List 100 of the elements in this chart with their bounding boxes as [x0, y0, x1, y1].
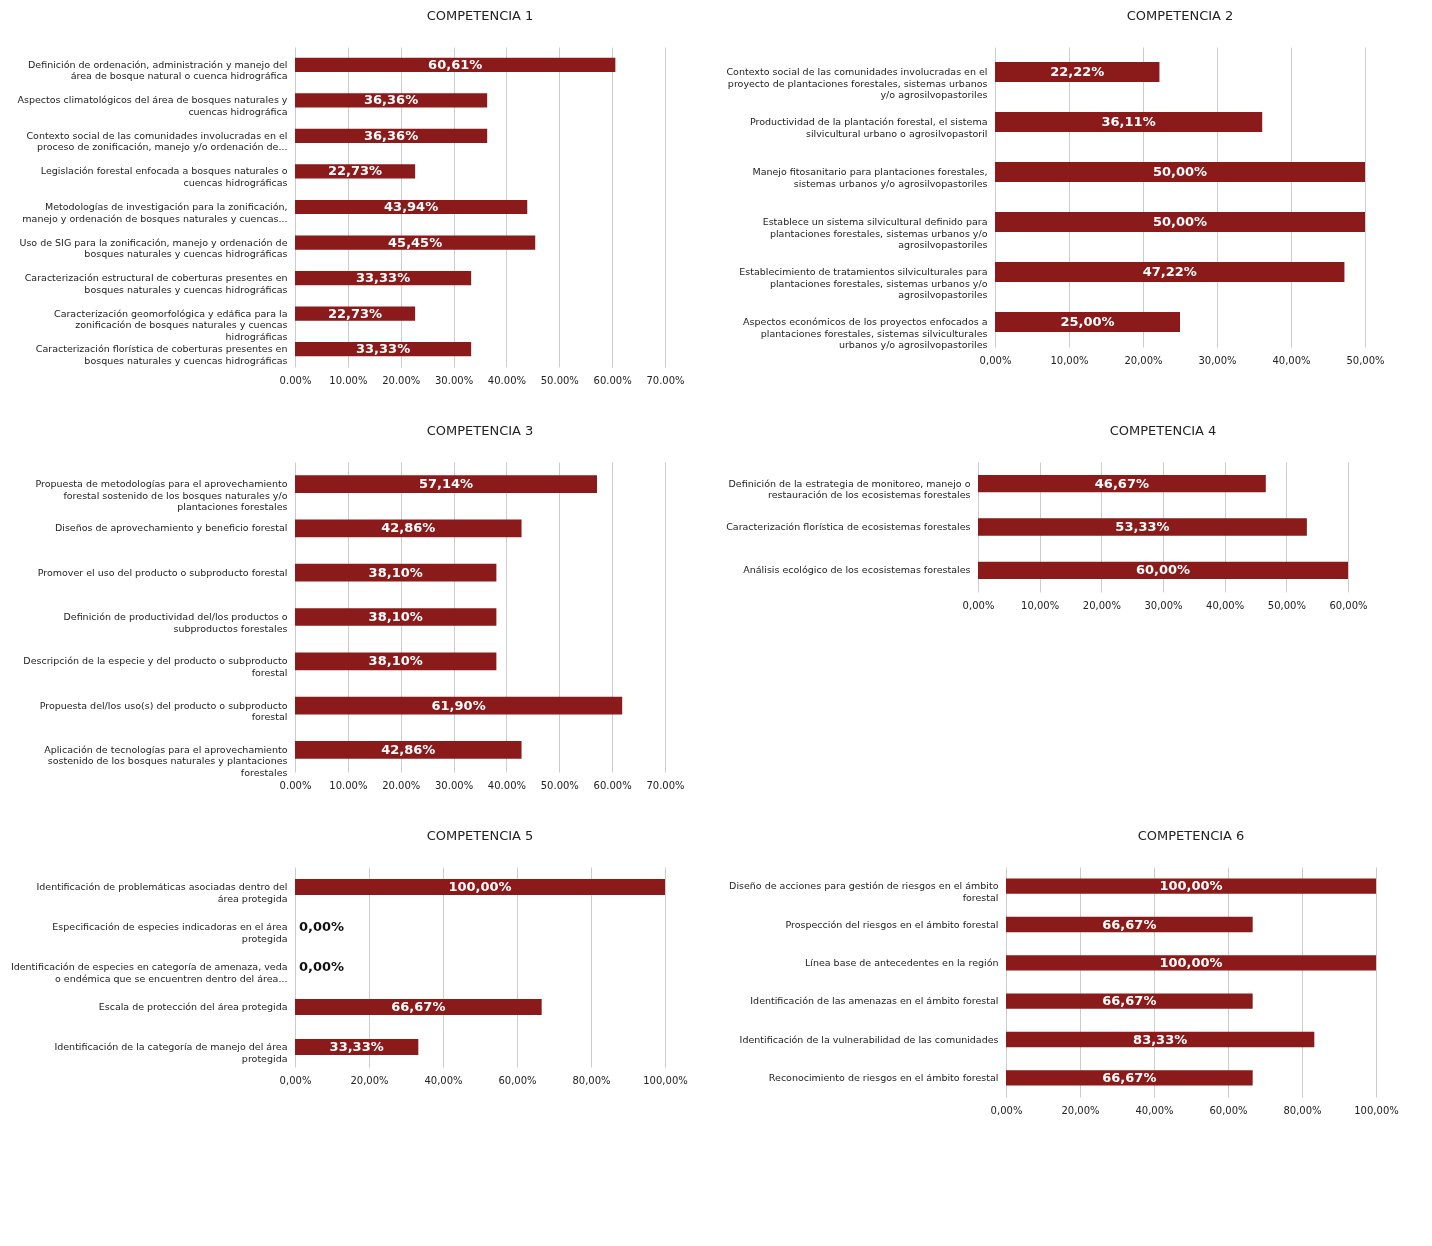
bar: [295, 741, 522, 759]
x-tick-label: 40.00%: [487, 374, 526, 386]
x-tick-label: 0.00%: [279, 779, 312, 791]
y-tick-label: Reconocimiento de riesgos en el ámbito forestal: [768, 1071, 999, 1083]
y-tick-label: Manejo fitosanitario para plantaciones forestales, sistemas urbanos y/o agrosilvopastoriles: [752, 166, 988, 189]
data-label: 57,14%: [418, 476, 474, 492]
data-label: 25,00%: [1060, 314, 1115, 329]
y-tick-label: Definición de ordenación, administración y manejo del área de bosque natural o cuenca hidrográfica: [27, 58, 288, 82]
y-tick-label: Diseño de acciones para gestión de riesgos en el ámbito forestal: [729, 880, 999, 903]
x-tick-label: 40,00%: [1272, 354, 1311, 366]
x-tick-label: 0,00%: [990, 1104, 1023, 1116]
bar: [1006, 878, 1376, 894]
bar: [1006, 993, 1253, 1009]
bar: [295, 57, 616, 72]
data-label: 66,67%: [1102, 993, 1157, 1009]
bar: [995, 112, 1263, 132]
data-label: 42,86%: [381, 741, 436, 757]
x-tick-label: 60,00%: [1329, 599, 1368, 611]
bar: [995, 162, 1365, 182]
y-tick-label: Propuesta del/los uso(s) del producto o subproducto forestal: [39, 699, 288, 723]
data-label: 66,67%: [1102, 916, 1157, 932]
bar: [295, 608, 497, 626]
bar: [295, 999, 542, 1015]
bar: [1006, 1031, 1315, 1048]
data-label: 83,33%: [1133, 1031, 1188, 1047]
chart-title: COMPETENCIA 6: [1137, 828, 1245, 843]
x-tick-label: 40,00%: [1135, 1104, 1174, 1116]
data-label: 47,22%: [1142, 264, 1197, 279]
y-tick-label: Metodologías de investigación para la zonificación, manejo y ordenación de bosques naturales y cuencas...: [22, 201, 288, 224]
y-tick-label: Promover el uso del producto o subproducto forestal: [37, 566, 288, 578]
chart-title: COMPETENCIA 3: [426, 423, 534, 438]
bar: [295, 879, 665, 895]
data-label: 46,67%: [1094, 475, 1149, 491]
y-tick-label: Aspectos climatológicos del área de bosques naturales y cuencas hidrográfica: [17, 94, 288, 117]
data-label: 60,61%: [428, 56, 483, 72]
data-label: 22,73%: [327, 305, 383, 321]
y-tick-label: Caracterización florística de ecosistemas forestales: [726, 521, 971, 532]
bar: [978, 518, 1307, 536]
y-tick-label: Especificación de especies indicadoras en el área protegida: [52, 921, 288, 944]
data-label: 38,10%: [368, 653, 423, 669]
x-tick-label: 50,00%: [1267, 599, 1306, 611]
x-tick-label: 20.00%: [382, 374, 421, 386]
y-tick-label: Contexto social de las comunidades involucradas en el proyecto de plantaciones forestales, sistemas urbanos y/o agrosilvopastoriles: [726, 66, 988, 100]
x-tick-label: 60,00%: [1209, 1104, 1248, 1116]
x-tick-label: 0.00%: [279, 374, 312, 386]
y-tick-label: Aspectos económicos de los proyectos enfocados a plantaciones forestales, sistemas silviculturales urbanos y/o agrosilvopastoriles: [743, 316, 988, 350]
bar: [295, 652, 497, 671]
data-label: 100,00%: [1159, 954, 1223, 970]
x-tick-label: 40,00%: [1206, 599, 1245, 611]
bar: [995, 62, 1160, 82]
y-tick-label: Prospección del riesgos en el ámbito forestal: [785, 918, 999, 930]
x-tick-label: 80,00%: [572, 1074, 611, 1086]
bar: [1006, 955, 1376, 971]
bar: [295, 475, 598, 493]
x-tick-label: 10.00%: [329, 779, 368, 791]
y-tick-label: Caracterización florística de coberturas presentes en bosques naturales y cuencas hidrográficas: [35, 343, 288, 366]
y-tick-label: Identificación de especies en categoría de amenaza, veda o endémica que se encuentren dentro del área...: [10, 961, 288, 984]
data-label: 100,00%: [1159, 878, 1223, 894]
data-label: 22,22%: [1050, 64, 1105, 79]
bar: [978, 475, 1266, 493]
x-tick-label: 0,00%: [279, 1074, 312, 1086]
y-tick-label: Diseños de aprovechamiento y beneficio forestal: [54, 522, 288, 534]
bar: [295, 563, 497, 582]
y-tick-label: Descripción de la especie y del producto o subproducto forestal: [23, 655, 288, 678]
data-label: 42,86%: [381, 520, 436, 536]
chart-title: COMPETENCIA 4: [1109, 423, 1217, 438]
x-tick-label: 20.00%: [382, 779, 421, 791]
y-tick-label: Caracterización estructural de coberturas presentes en bosques naturales y cuencas hidrográficas: [24, 272, 288, 295]
y-tick-label: Escala de protección del área protegida: [98, 1001, 288, 1012]
y-tick-label: Legislación forestal enfocada a bosques naturales o cuencas hidrográficas: [40, 165, 288, 188]
data-label: 38,10%: [368, 564, 423, 580]
data-label: 61,90%: [431, 697, 486, 713]
data-label: 53,33%: [1115, 519, 1170, 534]
data-label: 36,36%: [364, 92, 419, 108]
x-tick-label: 10,00%: [1050, 354, 1089, 366]
x-tick-label: 30.00%: [435, 374, 474, 386]
x-tick-label: 50.00%: [540, 374, 579, 386]
x-tick-label: 20,00%: [1082, 599, 1121, 611]
y-tick-label: Identificación de las amenazas en el ámbito forestal: [750, 995, 999, 1007]
data-label: 22,73%: [327, 163, 383, 179]
data-label: 45,45%: [388, 234, 443, 250]
x-tick-label: 10,00%: [1021, 599, 1060, 611]
data-label: 36,11%: [1101, 114, 1156, 129]
x-tick-label: 60.00%: [593, 779, 632, 791]
x-tick-label: 100,00%: [1354, 1104, 1399, 1116]
y-tick-label: Identificación de la vulnerabilidad de las comunidades: [739, 1033, 999, 1045]
data-label: 66,67%: [391, 999, 446, 1014]
bar: [295, 696, 623, 715]
y-tick-label: Contexto social de las comunidades involucradas en el proceso de zonificación, manejo y/o ordenación de...: [26, 129, 288, 153]
chart-title: COMPETENCIA 5: [426, 828, 534, 843]
y-tick-label: Productividad de la plantación forestal, el sistema silvicultural urbano o agrosilvopastoril: [749, 116, 988, 139]
x-tick-label: 0,00%: [979, 354, 1012, 366]
y-tick-label: Establece un sistema silvicultural definido para plantaciones forestales, sistemas urbanos y/o agrosilvopastoriles: [762, 216, 988, 250]
data-label: 33,33%: [329, 1039, 384, 1054]
bar: [295, 235, 536, 250]
bar: [995, 262, 1345, 282]
data-label: 43,94%: [384, 199, 439, 214]
x-tick-label: 100,00%: [643, 1074, 688, 1086]
data-label: 50,00%: [1152, 214, 1208, 229]
bar: [995, 212, 1365, 232]
